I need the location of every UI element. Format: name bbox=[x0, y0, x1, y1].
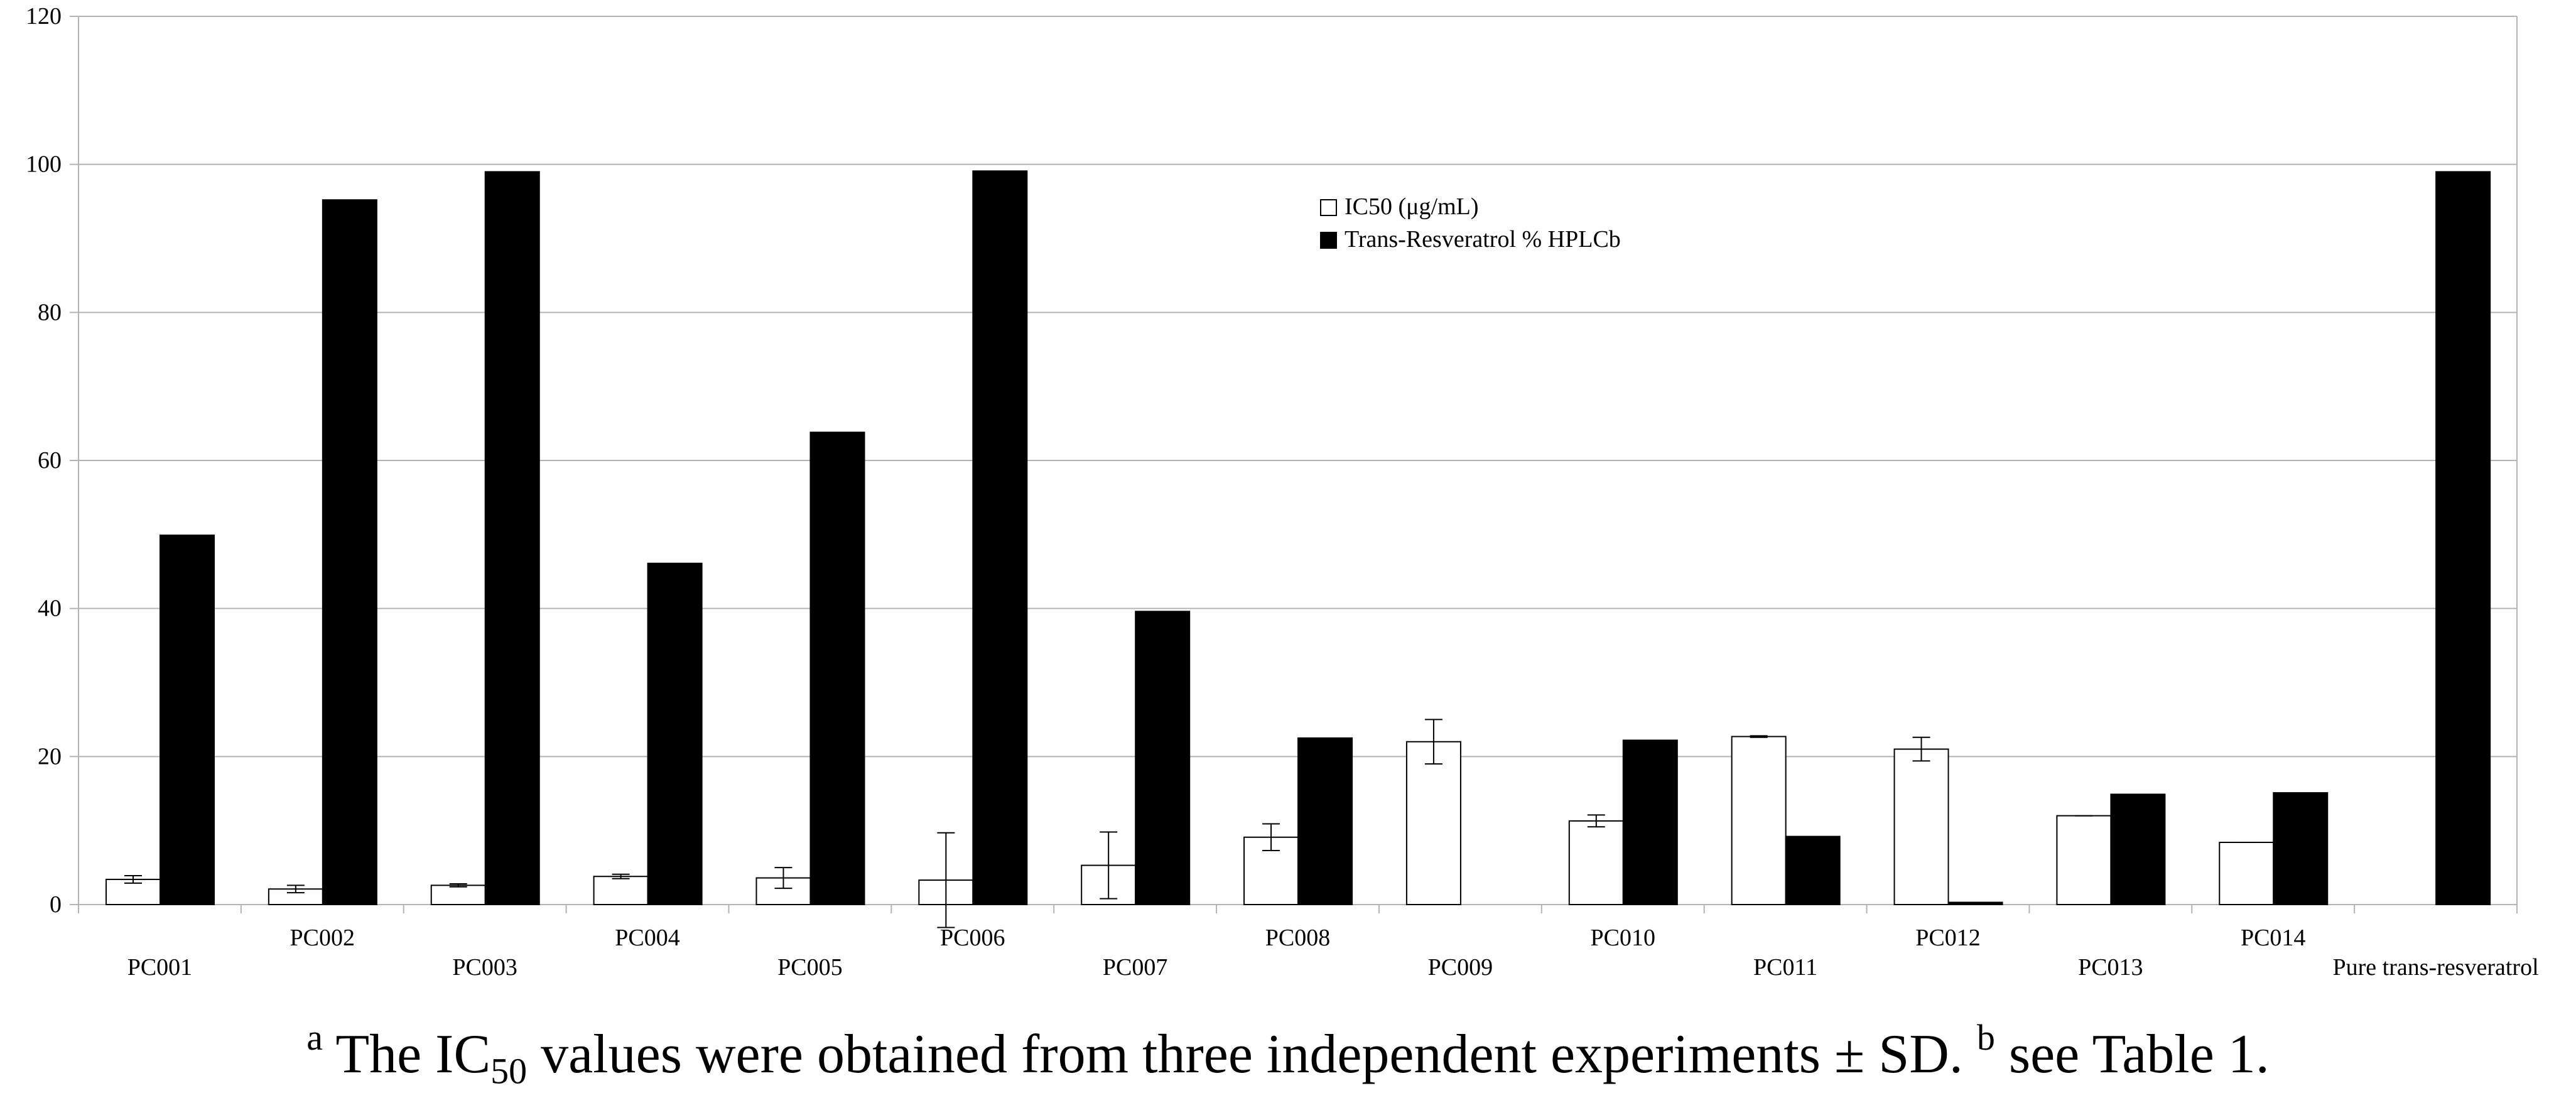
bar-hplc-PC004 bbox=[647, 562, 703, 905]
x-tick-label-PC007: PC007 bbox=[1103, 954, 1167, 981]
bar-ic50-PC003 bbox=[430, 884, 486, 905]
error-bars bbox=[124, 719, 2256, 928]
bar-hplc-PC008 bbox=[1297, 737, 1353, 905]
bar-ic50-PC010 bbox=[1568, 820, 1624, 906]
bar-hplc-PC011 bbox=[1785, 835, 1841, 906]
figure-caption: a The IC50 values were obtained from thr… bbox=[0, 1020, 2576, 1089]
y-tick-label-60: 60 bbox=[38, 447, 62, 474]
x-axis-tick-labels: PC001 PC002 PC003 PC004 PC005 PC006 PC007 PC008… bbox=[127, 925, 2539, 981]
legend-label-ic50: IC50 (μg/mL) bbox=[1345, 193, 1479, 220]
bar-hplc-Pure trans-resveratrol bbox=[2435, 171, 2491, 906]
bar-hplc-PC006 bbox=[972, 170, 1028, 906]
legend-swatch-ic50 bbox=[1320, 199, 1337, 216]
x-tick-label-Pure trans-resveratrol: Pure trans-resveratrol bbox=[2332, 954, 2538, 981]
bars bbox=[106, 170, 2491, 906]
bar-hplc-PC003 bbox=[484, 171, 540, 906]
x-tick-label-PC004: PC004 bbox=[615, 925, 679, 951]
x-tick-label-PC005: PC005 bbox=[777, 954, 842, 981]
bar-ic50-PC004 bbox=[593, 876, 649, 906]
x-tick-label-PC014: PC014 bbox=[2241, 925, 2305, 951]
bar-ic50-PC009 bbox=[1405, 741, 1461, 906]
legend-swatch-hplc bbox=[1320, 232, 1337, 249]
caption-footnote-a: a bbox=[306, 1017, 323, 1058]
x-tick-label-PC006: PC006 bbox=[940, 925, 1005, 951]
bar-hplc-PC005 bbox=[809, 432, 865, 905]
x-tick-label-PC011: PC011 bbox=[1753, 954, 1817, 981]
gridlines bbox=[70, 16, 2518, 913]
y-tick-label-100: 100 bbox=[26, 151, 62, 178]
bar-hplc-PC010 bbox=[1622, 739, 1678, 906]
x-tick-label-PC008: PC008 bbox=[1265, 925, 1330, 951]
legend: IC50 (μg/mL) Trans-Resveratrol % HPLCb bbox=[1320, 193, 1621, 253]
caption-text-1: The IC bbox=[322, 1024, 491, 1085]
y-tick-label-20: 20 bbox=[38, 743, 62, 770]
bar-hplc-PC012 bbox=[1947, 901, 2003, 905]
y-tick-label-40: 40 bbox=[38, 596, 62, 622]
bar-ic50-PC012 bbox=[1893, 748, 1949, 906]
bar-hplc-PC014 bbox=[2273, 792, 2329, 905]
x-tick-label-PC003: PC003 bbox=[452, 954, 517, 981]
bar-hplc-PC001 bbox=[160, 535, 215, 905]
x-tick-label-PC002: PC002 bbox=[290, 925, 355, 951]
x-tick-label-PC012: PC012 bbox=[1915, 925, 1980, 951]
y-tick-label-80: 80 bbox=[38, 299, 62, 325]
x-tick-label-PC009: PC009 bbox=[1428, 954, 1493, 981]
x-tick-label-PC001: PC001 bbox=[127, 954, 192, 981]
bar-hplc-PC007 bbox=[1135, 611, 1191, 905]
bar-ic50-PC014 bbox=[2219, 842, 2275, 906]
bar-ic50-PC013 bbox=[2056, 815, 2112, 905]
x-tick-label-PC010: PC010 bbox=[1590, 925, 1655, 951]
y-axis-tick-labels: 0 20 40 60 80 100 120 bbox=[26, 3, 62, 918]
bar-hplc-PC013 bbox=[2110, 793, 2166, 906]
caption-footnote-b: b bbox=[1976, 1017, 1995, 1058]
caption-subscript: 50 bbox=[490, 1050, 528, 1092]
caption-text-3: see Table 1. bbox=[1994, 1024, 2270, 1085]
legend-label-hplc: Trans-Resveratrol % HPLCb bbox=[1345, 226, 1621, 253]
x-tick-label-PC013: PC013 bbox=[2078, 954, 2143, 981]
y-tick-label-0: 0 bbox=[50, 891, 62, 918]
y-tick-label-120: 120 bbox=[26, 3, 62, 30]
bar-ic50-PC011 bbox=[1731, 736, 1787, 905]
bar-hplc-PC002 bbox=[322, 199, 377, 905]
caption-text-2: values were obtained from three independ… bbox=[527, 1024, 1977, 1085]
